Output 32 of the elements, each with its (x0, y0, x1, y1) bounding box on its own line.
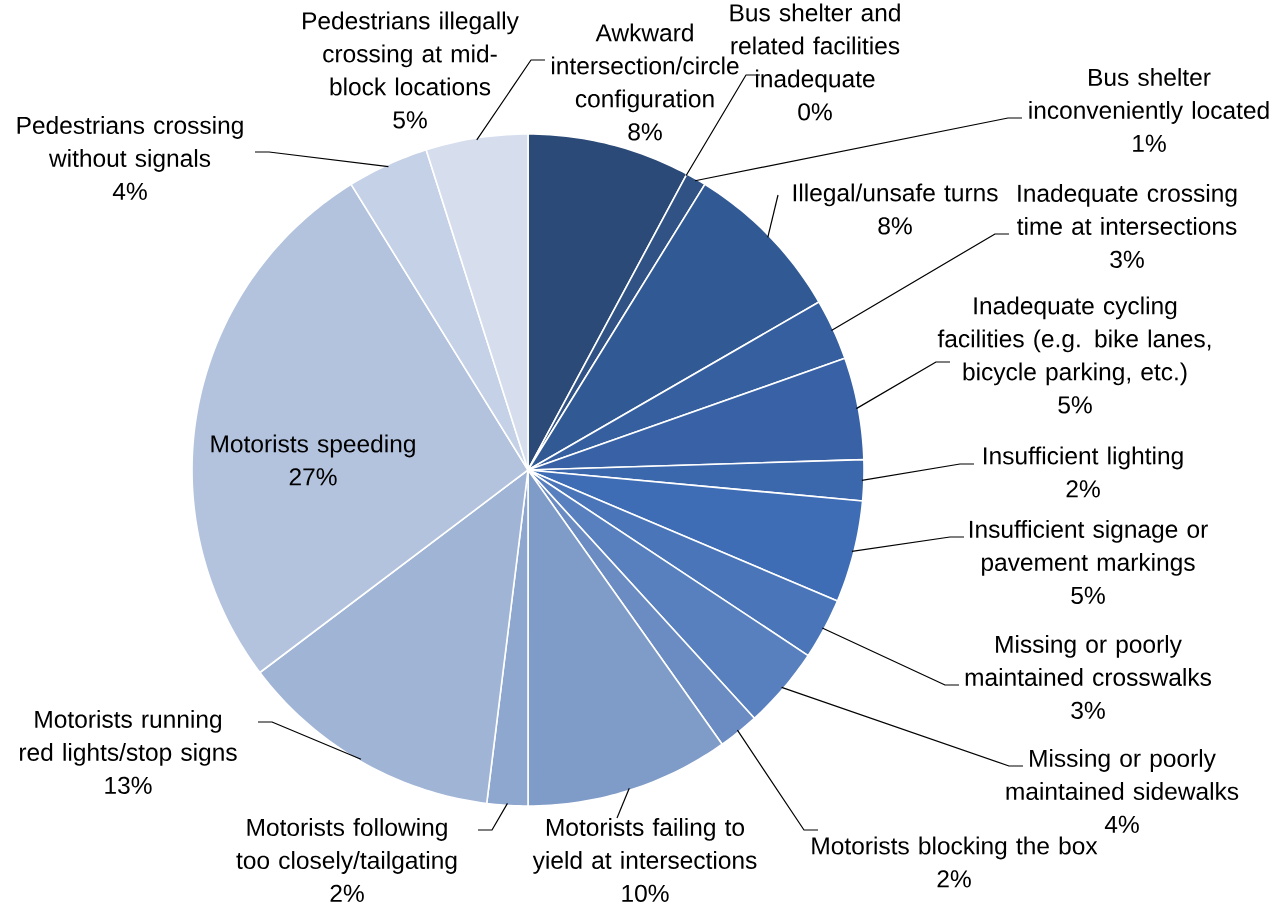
data-label: 4% (1104, 815, 1139, 833)
slice-label: Bus shelter inconveniently located (1029, 68, 1269, 124)
slice-label: Missing or poorly maintained sidewalks (1006, 749, 1239, 801)
slice-label: Motorists following too closely/tailgating (236, 818, 457, 874)
slice-label: Motorists speeding (211, 434, 415, 458)
data-label: 13% (105, 776, 152, 794)
data-label: 2% (937, 870, 971, 888)
slice-label: Motorists running red lights/stop signs (20, 710, 237, 766)
data-label: 1% (1133, 134, 1166, 152)
slice-label: Inadequate cycling facilities (e.g. bike lanes, bicycle parking, etc.) (937, 296, 1211, 386)
data-label: 2% (1066, 480, 1100, 498)
slice-label: Pedestrians illegally crossing at mid-block locations (303, 11, 519, 96)
data-label: 27% (289, 468, 337, 486)
data-label: 3% (1071, 701, 1105, 719)
slice-label: Motorists failing to yield at intersections (532, 818, 757, 874)
slice-label: Insufficient signage or pavement markings (969, 520, 1208, 576)
data-label: 5% (1058, 396, 1092, 414)
data-label: 2% (330, 884, 364, 902)
text: 0% (798, 103, 832, 121)
data-label: 10% (622, 884, 669, 902)
data-label: 8% (628, 123, 662, 141)
slice-label: Motorists blocking the box (812, 836, 1098, 860)
data-label: 5% (393, 111, 427, 129)
data-label: 5% (1071, 586, 1105, 604)
slice-label: Illegal/unsafe turns (793, 183, 998, 207)
slice-label: Pedestrians crossing without signals (17, 116, 243, 172)
slice-label: Inadequate crossing time at intersections (1017, 183, 1237, 235)
data-label: 3% (1110, 250, 1144, 268)
data-label: 8% (878, 217, 912, 235)
slice-label: Missing or poorly maintained crosswalks (965, 635, 1211, 686)
slice-label: Insufficient lighting (984, 446, 1183, 470)
data-label: 4% (112, 182, 147, 200)
